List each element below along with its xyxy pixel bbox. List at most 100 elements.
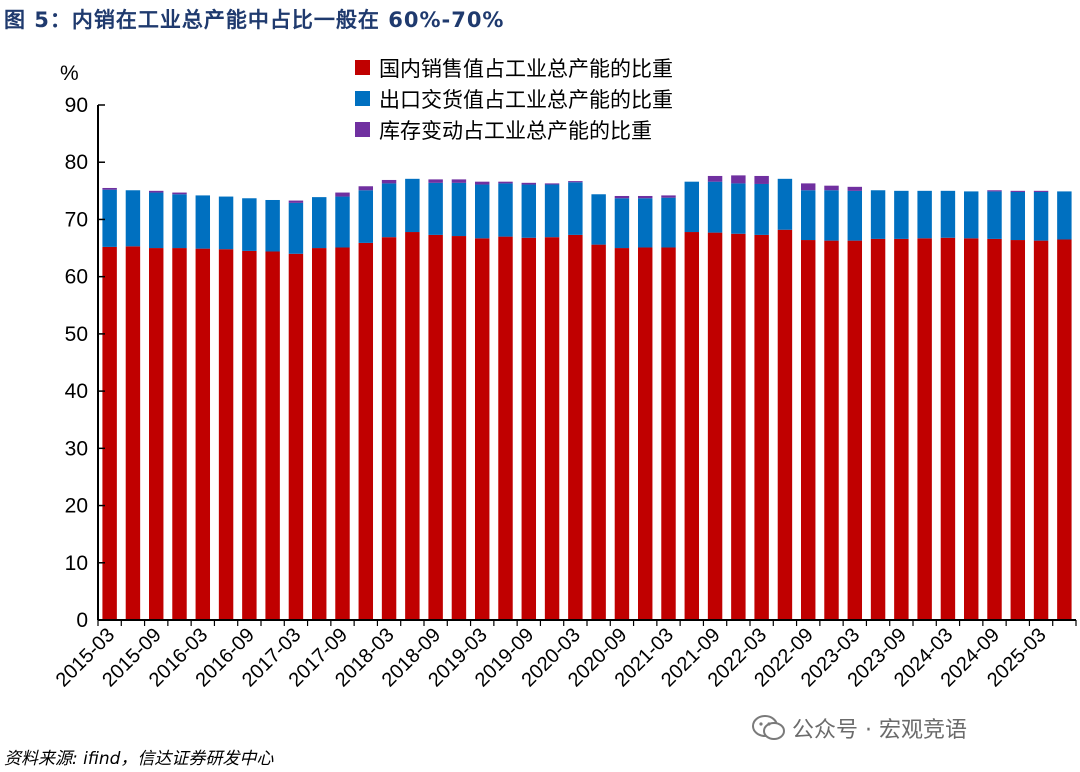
- bar-inventory-31: [824, 185, 839, 191]
- bar-inventory-22: [614, 195, 630, 199]
- bar-inventory-0: [102, 187, 117, 190]
- y-tick-label: 70: [65, 208, 88, 231]
- bar-inventory-28: [754, 175, 769, 184]
- bars-layer: [102, 175, 1072, 621]
- bar-domestic-4: [195, 248, 211, 620]
- bar-inventory-14: [428, 179, 443, 183]
- bar-domestic-7: [265, 251, 280, 621]
- y-tick-label: 30: [65, 437, 88, 460]
- bar-export-16: [475, 184, 490, 239]
- bar-export-34: [894, 190, 909, 239]
- bar-domestic-33: [870, 238, 886, 620]
- bar-inventory-39: [1010, 190, 1026, 192]
- wechat-icon: [752, 715, 785, 740]
- bar-inventory-40: [1033, 190, 1049, 192]
- bar-domestic-31: [824, 240, 839, 620]
- bar-domestic-9: [312, 248, 327, 620]
- bar-export-21: [591, 194, 606, 245]
- bar-domestic-37: [964, 238, 979, 620]
- y-tick-label: 10: [65, 552, 88, 575]
- y-axis-label: %: [60, 62, 79, 85]
- legend-label-domestic: 国内销售值占工业总产能的比重: [379, 57, 673, 81]
- bar-export-32: [847, 190, 863, 241]
- bar-domestic-29: [777, 229, 793, 621]
- bar-export-39: [1010, 191, 1026, 241]
- bar-export-38: [987, 191, 1002, 239]
- bar-domestic-17: [498, 236, 513, 621]
- bar-export-2: [149, 192, 164, 249]
- legend: 国内销售值占工业总产能的比重出口交货值占工业总产能的比重库存变动占工业总产能的比…: [355, 57, 673, 143]
- bar-domestic-27: [731, 233, 746, 620]
- bar-domestic-26: [707, 232, 723, 621]
- legend-label-inventory: 库存变动占工业总产能的比重: [379, 119, 652, 143]
- bar-domestic-25: [684, 232, 700, 620]
- legend-swatch-inventory: [355, 122, 370, 137]
- bar-inventory-23: [638, 195, 653, 199]
- bar-export-8: [288, 202, 304, 254]
- bar-export-29: [777, 178, 793, 230]
- bar-export-26: [707, 181, 723, 233]
- bar-export-28: [754, 183, 769, 235]
- bar-domestic-22: [614, 248, 630, 620]
- bar-export-1: [125, 190, 141, 247]
- bar-inventory-30: [801, 183, 816, 191]
- bar-domestic-2: [149, 248, 164, 620]
- bar-domestic-30: [801, 240, 816, 621]
- bar-inventory-10: [335, 192, 350, 197]
- bar-inventory-38: [987, 190, 1002, 192]
- bar-inventory-17: [498, 181, 513, 184]
- bar-export-23: [638, 198, 653, 248]
- y-tick-label: 80: [65, 151, 88, 174]
- bar-export-6: [242, 198, 257, 251]
- bar-export-12: [381, 183, 397, 238]
- legend-label-export: 出口交货值占工业总产能的比重: [379, 88, 673, 112]
- bar-export-36: [940, 190, 956, 238]
- bar-domestic-19: [544, 237, 560, 620]
- bar-inventory-16: [475, 181, 490, 185]
- bar-inventory-32: [847, 186, 863, 191]
- bar-domestic-38: [987, 238, 1002, 620]
- bar-domestic-32: [847, 240, 863, 620]
- bar-export-27: [731, 183, 746, 234]
- bar-export-35: [917, 190, 932, 239]
- bar-domestic-40: [1033, 240, 1049, 620]
- watermark-text: 公众号 · 宏观竞语: [792, 718, 967, 743]
- bar-export-37: [964, 191, 979, 239]
- bar-export-22: [614, 198, 630, 249]
- bar-export-19: [544, 184, 560, 238]
- bar-inventory-11: [358, 186, 374, 191]
- bar-export-41: [1057, 191, 1072, 240]
- bar-inventory-8: [288, 200, 304, 203]
- bar-export-14: [428, 182, 443, 235]
- bar-domestic-1: [125, 246, 141, 620]
- bar-domestic-14: [428, 234, 443, 620]
- legend-swatch-domestic: [355, 60, 370, 75]
- bar-domestic-8: [288, 253, 304, 620]
- bar-domestic-0: [102, 246, 117, 620]
- bar-export-5: [218, 196, 234, 250]
- bar-domestic-13: [405, 232, 420, 620]
- y-tick-label: 50: [65, 323, 88, 346]
- bar-domestic-24: [661, 247, 676, 621]
- bar-domestic-18: [521, 237, 537, 620]
- y-tick-label: 60: [65, 266, 88, 289]
- bar-export-30: [801, 190, 816, 241]
- bar-export-17: [498, 183, 513, 237]
- legend-swatch-export: [355, 91, 370, 106]
- bar-export-18: [521, 184, 537, 238]
- figure-title: 图 5：内销在工业总产能中占比一般在 60%-70%: [4, 8, 505, 32]
- bar-domestic-41: [1057, 239, 1072, 620]
- bar-domestic-15: [451, 236, 467, 621]
- bar-export-9: [312, 197, 327, 249]
- bar-domestic-35: [917, 238, 932, 620]
- bar-export-25: [684, 181, 700, 233]
- y-tick-label: 20: [65, 495, 88, 518]
- bar-domestic-28: [754, 234, 769, 620]
- bar-domestic-39: [1010, 240, 1026, 621]
- bar-inventory-19: [544, 183, 560, 185]
- bar-inventory-27: [731, 175, 746, 184]
- bar-export-4: [195, 195, 211, 249]
- bar-domestic-21: [591, 244, 606, 620]
- bar-export-40: [1033, 191, 1049, 241]
